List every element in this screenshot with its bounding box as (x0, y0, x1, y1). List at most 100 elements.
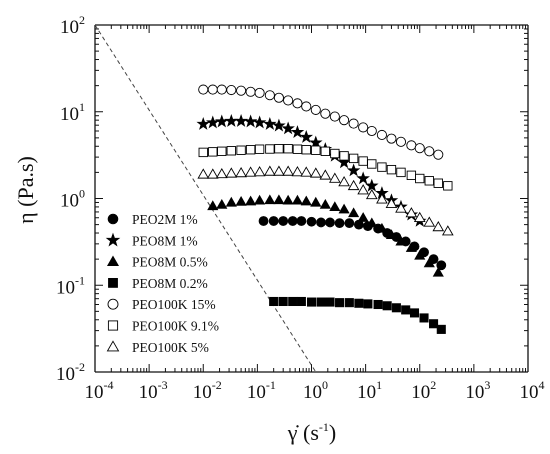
data-point (396, 167, 406, 178)
x-tick-label: 10-2 (193, 378, 222, 403)
data-point (273, 92, 284, 103)
data-point (344, 218, 355, 229)
legend-marker (106, 255, 120, 267)
data-point (382, 301, 392, 311)
data-point (236, 85, 247, 96)
legend-item: PEO8M 1% (105, 232, 198, 248)
data-point (357, 184, 369, 195)
data-point (309, 167, 322, 178)
legend-marker (107, 298, 119, 310)
data-point (300, 166, 313, 177)
data-point (264, 90, 275, 101)
data-point (385, 229, 398, 240)
data-point (386, 133, 397, 144)
data-point (414, 249, 426, 260)
data-point (348, 118, 359, 129)
data-point (306, 216, 317, 227)
data-point (320, 146, 330, 156)
data-point (292, 144, 303, 154)
data-point (283, 95, 294, 106)
data-point (348, 207, 360, 218)
x-tick-base: 10 (303, 382, 322, 403)
data-point (338, 203, 350, 214)
data-point (319, 198, 331, 209)
x-tick-base: 10 (85, 382, 104, 403)
data-point (306, 297, 317, 307)
data-point (225, 167, 238, 178)
axis-ticks (94, 24, 529, 373)
data-point (376, 193, 388, 204)
dashed-reference-line (94, 24, 317, 373)
y-tick-exponent: -2 (75, 360, 85, 374)
x-tick-base: 10 (139, 382, 158, 403)
data-point (348, 153, 359, 164)
x-tick-exponent: 2 (430, 378, 436, 392)
legend-marker (107, 213, 119, 225)
x-tick-label: 10-1 (247, 378, 276, 403)
data-point (264, 194, 276, 205)
x-tick-label: 10-3 (139, 378, 168, 403)
data-point (367, 159, 377, 169)
data-point (301, 101, 312, 112)
y-axis-label: η (Pa.s) (13, 156, 38, 224)
data-point (272, 118, 286, 132)
data-point (395, 235, 407, 246)
data-point (346, 163, 361, 177)
y-tick-label: 10-2 (56, 360, 85, 385)
data-point (429, 319, 439, 329)
data-point (269, 296, 279, 307)
y-tick-label: 100 (60, 187, 85, 212)
x-tick-label: 101 (357, 378, 382, 403)
data-point (208, 147, 218, 157)
data-point (288, 296, 298, 307)
series-peo100k-9-1- (198, 144, 453, 191)
data-point (281, 121, 295, 135)
x-tick-label: 103 (465, 378, 490, 403)
legend-marker (106, 340, 120, 352)
data-point (334, 218, 345, 229)
data-point (287, 216, 298, 226)
data-point (316, 217, 326, 228)
data-point (409, 308, 420, 318)
data-point (236, 145, 246, 155)
legend-label: PEO2M 1% (132, 212, 198, 227)
x-tick-label: 100 (303, 378, 328, 403)
data-point (206, 115, 220, 129)
x-tick-base: 10 (520, 382, 539, 403)
data-point (329, 172, 341, 183)
data-point (395, 136, 407, 147)
legend-label: PEO8M 1% (132, 233, 198, 248)
data-point (224, 114, 239, 127)
data-point (198, 84, 209, 95)
x-tick-exponent: -1 (266, 378, 276, 392)
legend-item: PEO8M 0.2% (108, 276, 208, 291)
data-point (254, 194, 266, 205)
data-point (365, 188, 378, 200)
x-tick-label: 10-4 (85, 378, 114, 403)
data-point (339, 115, 350, 126)
data-point (253, 166, 266, 177)
data-point (432, 220, 445, 232)
data-point (414, 143, 425, 154)
data-point (356, 171, 370, 185)
y-tick-exponent: 0 (79, 187, 85, 201)
x-tick-exponent: 4 (539, 378, 545, 392)
data-point (325, 217, 335, 228)
y-tick-base: 10 (60, 104, 79, 125)
data-point (441, 225, 454, 236)
data-point (373, 299, 383, 310)
data-point (296, 296, 306, 307)
data-point (264, 165, 276, 176)
data-point (243, 114, 258, 128)
data-point (423, 257, 435, 268)
data-point (254, 144, 265, 154)
data-point (278, 296, 288, 307)
legend-marker (105, 232, 121, 247)
data-point (365, 178, 379, 192)
x-axis-label-exponent: -1 (319, 420, 329, 434)
data-point (296, 216, 307, 226)
x-tick-exponent: -3 (158, 378, 168, 392)
y-tick-base: 10 (56, 277, 75, 298)
